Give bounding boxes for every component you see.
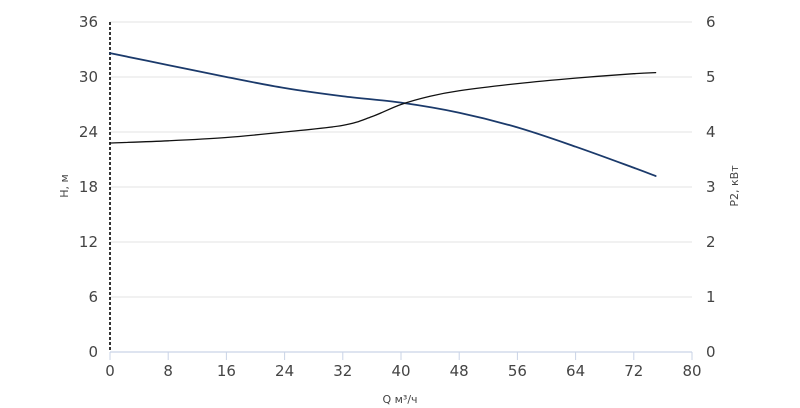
y-tick-label: 24: [79, 123, 98, 141]
y2-axis-title: Р2, кВт: [728, 165, 741, 207]
x-tick-label: 40: [391, 362, 410, 380]
x-tick-label: 24: [275, 362, 294, 380]
y2-tick-label: 2: [706, 233, 716, 251]
y2-tick-label: 1: [706, 288, 716, 306]
x-axis-title: Q м³/ч: [382, 393, 417, 406]
y-tick-label: 36: [79, 13, 98, 31]
x-tick-label: 0: [105, 362, 115, 380]
x-tick-label: 48: [450, 362, 469, 380]
x-tick-label: 56: [508, 362, 527, 380]
y2-tick-label: 4: [706, 123, 716, 141]
x-tick-label: 8: [163, 362, 173, 380]
y-tick-label: 30: [79, 68, 98, 86]
y2-tick-label: 5: [706, 68, 716, 86]
y-tick-label: 18: [79, 178, 98, 196]
head-curve-line: [109, 52, 657, 177]
x-tick-label: 80: [682, 362, 701, 380]
axes: [109, 22, 693, 360]
series-lines: [109, 52, 657, 177]
y2-tick-label: 3: [706, 178, 716, 196]
x-tick-label: 32: [333, 362, 352, 380]
y2-tick-label: 0: [706, 343, 716, 361]
y-tick-label: 6: [88, 288, 98, 306]
y-tick-label: 12: [79, 233, 98, 251]
power-curve-line: [109, 71, 657, 144]
x-tick-label: 16: [217, 362, 236, 380]
x-tick-label: 64: [566, 362, 585, 380]
y-tick-label: 0: [88, 343, 98, 361]
y2-tick-label: 6: [706, 13, 716, 31]
x-tick-label: 72: [624, 362, 643, 380]
y-axis-title: Н, м: [58, 174, 71, 198]
grid-lines: [110, 21, 692, 298]
